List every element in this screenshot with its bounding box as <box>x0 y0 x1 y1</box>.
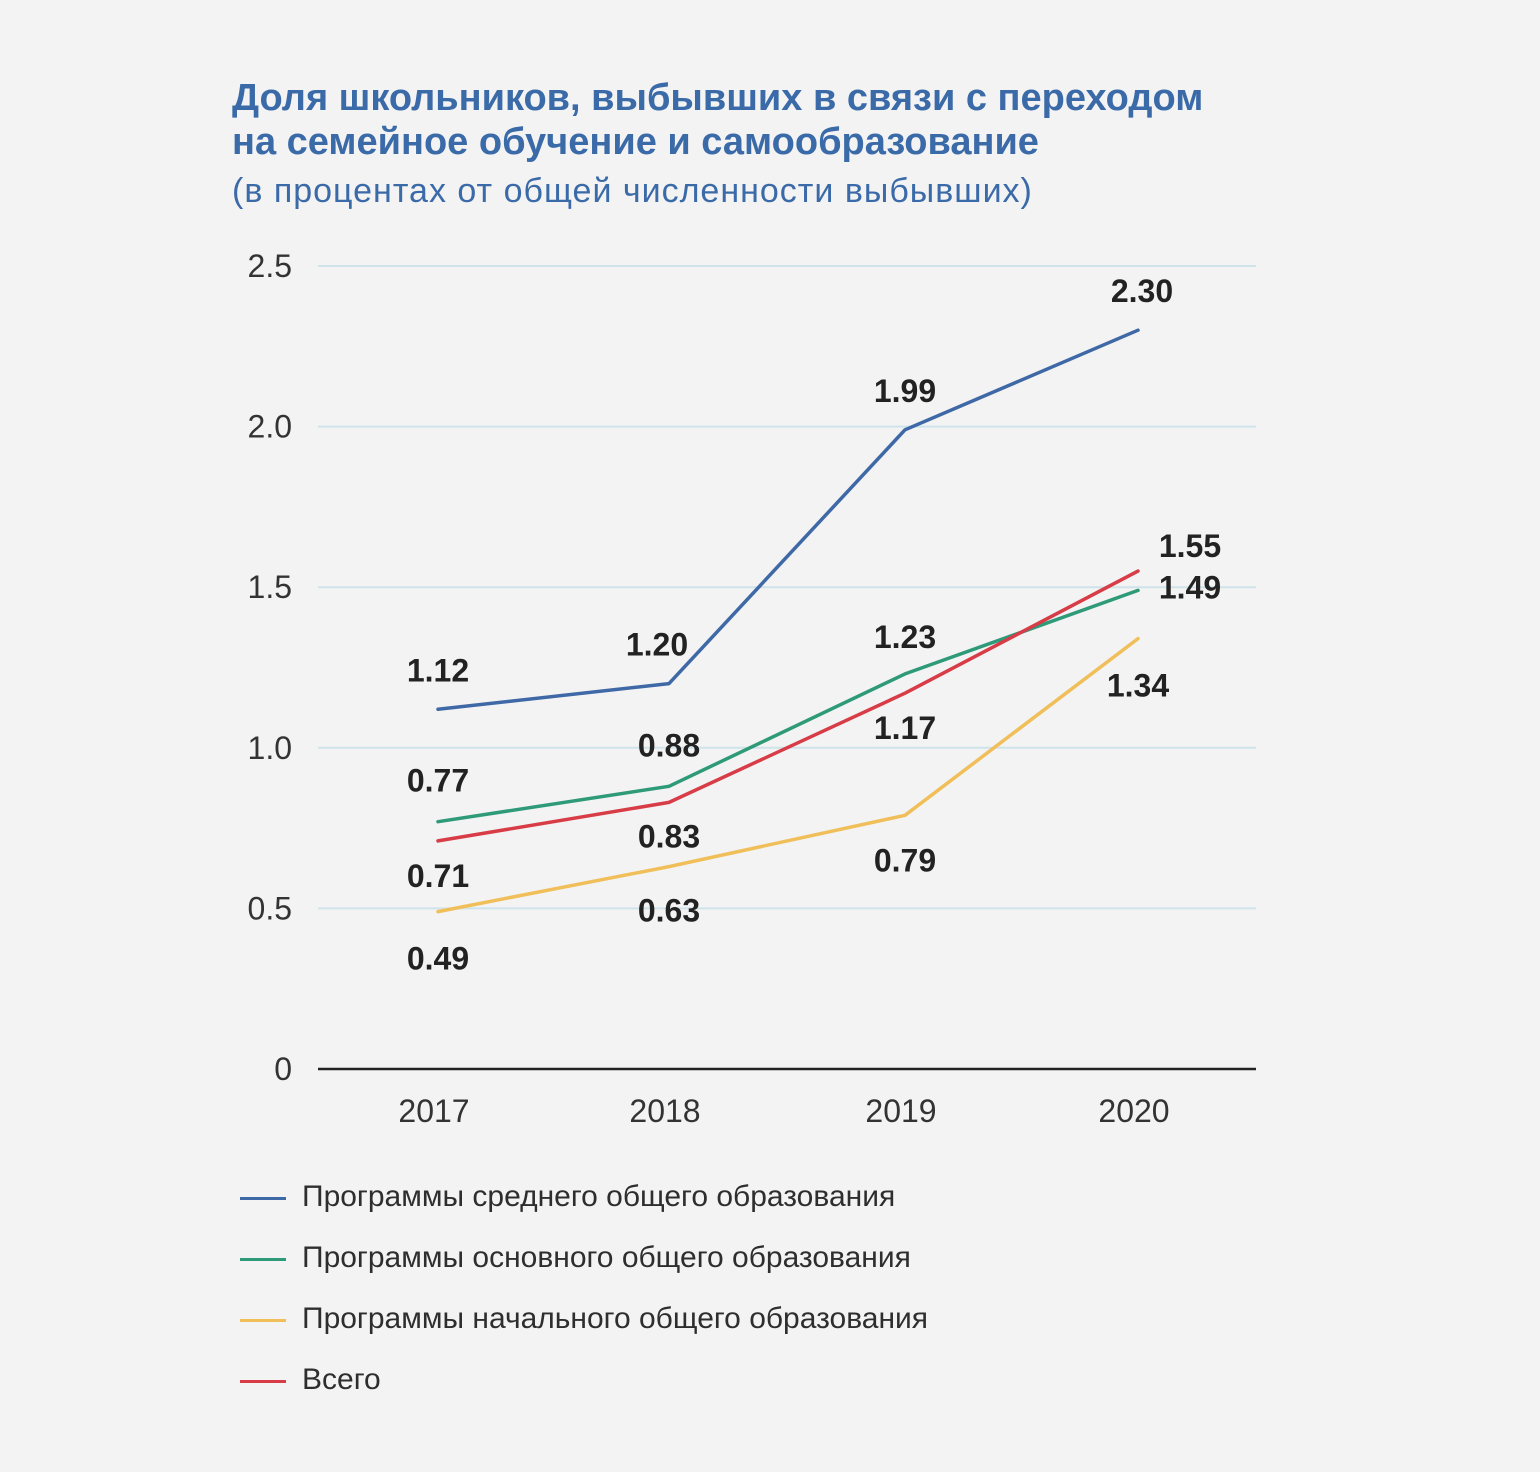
y-tick-label: 0.5 <box>248 890 292 926</box>
legend-label: Программы основного общего образования <box>302 1241 911 1274</box>
data-label: 0.49 <box>407 941 469 977</box>
y-tick-label: 2.5 <box>248 248 292 284</box>
data-label: 1.23 <box>874 619 936 655</box>
x-tick-label: 2018 <box>629 1093 700 1129</box>
data-label: 0.63 <box>638 893 700 929</box>
line-chart: 0 0.5 1.0 1.5 2.0 2.5 2017 2018 2019 2020 1.12 1.20… <box>248 248 1256 1129</box>
data-label: 1.49 <box>1159 569 1221 605</box>
data-label: 0.77 <box>407 763 469 799</box>
y-tick-label: 2.0 <box>248 409 292 445</box>
series-line <box>436 569 1140 843</box>
legend-label: Программы среднего общего образования <box>302 1180 896 1213</box>
data-label: 0.71 <box>407 858 469 894</box>
legend-label: Программы начального общего образования <box>302 1302 929 1335</box>
data-label: 1.17 <box>874 710 936 746</box>
data-label: 0.88 <box>638 727 700 763</box>
data-label: 0.83 <box>638 818 700 854</box>
x-tick-label: 2017 <box>398 1093 469 1129</box>
chart-title-line-1: Доля школьников, выбывших в связи с пере… <box>232 77 1204 119</box>
data-label: 1.55 <box>1159 528 1221 564</box>
chart-title-line-2: на семейное обучение и самообразование <box>232 121 1039 163</box>
legend-swatch <box>240 1197 286 1200</box>
data-label: 1.99 <box>874 373 936 409</box>
y-tick-label: 0 <box>274 1051 292 1087</box>
chart-subtitle: (в процентах от общей численности выбывш… <box>232 172 1033 210</box>
legend-swatch <box>240 1258 286 1261</box>
legend-swatch <box>240 1319 286 1322</box>
legend-label: Всего <box>302 1363 381 1396</box>
x-tick-label: 2019 <box>865 1093 936 1129</box>
series-line <box>436 328 1140 712</box>
y-tick-label: 1.5 <box>248 569 292 605</box>
chart-title: Доля школьников, выбывших в связи с пере… <box>232 76 1203 164</box>
legend-swatch <box>240 1380 286 1383</box>
y-tick-label: 1.0 <box>248 730 292 766</box>
series-line <box>436 636 1140 914</box>
data-label: 0.79 <box>874 842 936 878</box>
data-label: 1.34 <box>1107 668 1169 704</box>
data-label: 1.12 <box>407 652 469 688</box>
data-label: 1.20 <box>626 627 688 663</box>
x-tick-label: 2020 <box>1098 1093 1169 1129</box>
data-label: 2.30 <box>1111 273 1173 309</box>
